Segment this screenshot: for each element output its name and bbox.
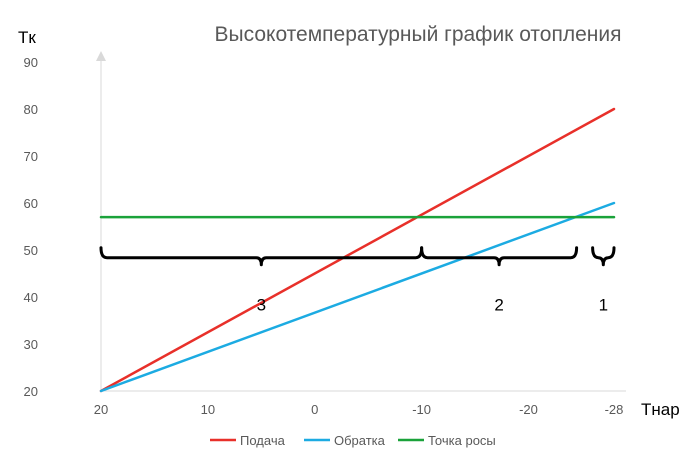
zone-bracket [420, 246, 579, 267]
axes [96, 51, 626, 392]
y-tick-label: 70 [24, 149, 38, 164]
chart-title: Высокотемпературный график отопления [215, 23, 622, 46]
zone-bracket [591, 246, 616, 267]
zone-label: 3 [257, 296, 266, 315]
legend-label: Подача [240, 433, 286, 448]
y-tick-label: 50 [24, 243, 38, 258]
y-tick-label: 80 [24, 102, 38, 117]
y-axis-arrow-icon [96, 51, 106, 61]
x-axis-label: Tнар [641, 400, 680, 419]
y-tick-label: 40 [24, 290, 38, 305]
x-tick-label: -20 [519, 402, 538, 417]
y-tick-label: 20 [24, 384, 38, 399]
zone-label: 1 [599, 296, 608, 315]
x-tick-label: 0 [311, 402, 318, 417]
legend-label: Обратка [334, 433, 386, 448]
x-tick-label: 20 [94, 402, 108, 417]
x-tick-label: 10 [201, 402, 215, 417]
series-lines [99, 107, 616, 393]
zones: 3 2 1 [99, 246, 616, 315]
y-tick-label: 90 [24, 55, 38, 70]
legend-label: Точка росы [428, 433, 496, 448]
zone-bracket [99, 246, 424, 267]
series-line-1 [99, 201, 616, 393]
y-tick-label: 60 [24, 196, 38, 211]
x-tick-label: -10 [412, 402, 431, 417]
y-axis-label: Tк [18, 28, 36, 47]
x-tick-label: -28 [605, 402, 624, 417]
zone-label: 2 [494, 296, 503, 315]
series-line-0 [99, 107, 616, 393]
y-tick-label: 30 [24, 337, 38, 352]
legend: Подача Обратка Точка росы [210, 433, 496, 448]
tick-labels: 20 30 40 50 60 70 80 90 20 10 0 -10 -20 -28 [24, 55, 624, 417]
